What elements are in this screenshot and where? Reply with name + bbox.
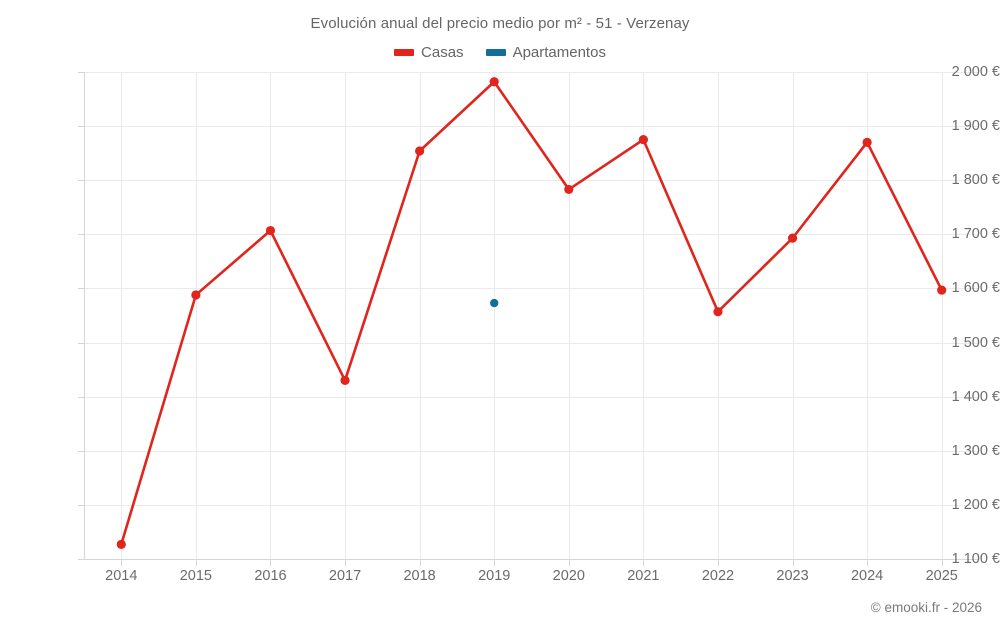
x-axis-tick-mark [345,560,347,566]
data-point-casas-2025[interactable] [937,285,947,295]
gridline-vertical [494,72,496,559]
data-point-casas-2024[interactable] [862,137,872,147]
x-axis-tick-mark [717,560,719,566]
gridline-vertical [941,72,943,559]
data-point-casas-2016[interactable] [265,225,276,236]
y-axis-tick-mark [78,559,84,560]
gridline-vertical [792,72,794,559]
gridline-horizontal [84,450,979,452]
x-axis-tick-mark [494,560,496,566]
footer-credit: © emooki.fr - 2026 [870,600,982,615]
y-axis-tick-mark [78,126,84,128]
data-point-casas-2019[interactable] [489,77,499,87]
gridline-horizontal [84,126,979,128]
legend-item-apartamentos[interactable]: Apartamentos [485,44,606,61]
gridline-horizontal [84,396,979,398]
y-axis-tick-mark [78,342,84,344]
gridline-horizontal [84,72,979,73]
y-axis-tick-label: 1 100 € [951,551,1000,567]
y-axis-tick-label: 1 900 € [951,118,1000,135]
plot-area [84,72,979,560]
data-point-casas-2014[interactable] [116,539,126,549]
y-axis-tick-mark [78,234,84,236]
y-axis-tick-label: 1 500 € [951,334,1000,351]
data-point-casas-2015[interactable] [191,290,201,300]
gridline-vertical [270,72,272,559]
y-axis-tick-mark [78,450,84,452]
x-axis-tick-label: 2015 [179,568,213,584]
x-axis-tick-mark [941,560,943,566]
x-axis-tick-label: 2018 [403,568,436,584]
y-axis-tick-mark [78,396,84,398]
x-axis-tick-mark [643,560,645,566]
gridline-horizontal [84,288,979,290]
x-axis-tick-label: 2022 [701,568,735,584]
legend-swatch-casas [394,49,415,56]
x-axis-tick-mark [792,560,794,566]
gridline-horizontal [84,180,979,182]
y-axis-tick-label: 1 700 € [951,226,1000,243]
data-point-casas-2017[interactable] [340,375,350,386]
y-axis-line [84,72,85,560]
data-point-casas-2022[interactable] [713,307,723,317]
data-point-casas-2023[interactable] [787,233,798,243]
legend-label-casas: Casas [421,44,464,61]
gridline-vertical [568,72,570,559]
series-line-casas [119,80,944,546]
gridline-vertical [121,72,123,559]
x-axis-tick-label: 2024 [850,568,884,584]
gridline-vertical [419,72,421,559]
y-axis-tick-label: 1 600 € [951,280,1000,297]
data-point-apartamentos-2019[interactable] [490,298,499,308]
x-axis-tick-label: 2025 [925,568,958,584]
gridline-horizontal [84,342,979,344]
y-axis-tick-label: 1 200 € [951,496,1000,513]
x-axis-tick-mark [867,560,869,566]
y-axis-tick-label: 1 300 € [951,442,1000,459]
legend-label-apartamentos: Apartamentos [512,44,606,61]
x-axis-tick-mark [568,560,570,566]
data-point-casas-2020[interactable] [564,184,574,195]
legend-swatch-apartamentos [485,49,506,56]
x-axis-tick-label: 2023 [776,568,809,584]
gridline-vertical [345,72,347,559]
y-axis-tick-label: 1 800 € [951,172,1000,189]
gridline-horizontal [84,504,979,506]
x-axis-tick-label: 2021 [627,568,660,584]
x-axis-tick-label: 2017 [328,568,362,584]
x-axis-tick-label: 2016 [254,568,287,584]
gridline-vertical [867,72,869,559]
x-axis-tick-mark [121,560,123,566]
x-axis-tick-label: 2019 [478,568,511,584]
y-axis-tick-label: 2 000 € [951,64,1000,80]
gridline-vertical [195,72,197,559]
y-axis-tick-mark [78,72,84,73]
x-axis-tick-mark [270,560,272,566]
x-axis-line [84,559,979,560]
x-axis-tick-label: 2020 [552,568,585,584]
chart-legend: Casas Apartamentos [0,44,1000,61]
data-point-casas-2018[interactable] [415,146,425,156]
y-axis-tick-mark [78,288,84,290]
x-axis-tick-label: 2014 [105,568,138,584]
chart-title: Evolución anual del precio medio por m² … [310,15,690,32]
y-axis-tick-mark [78,504,84,506]
gridline-vertical [643,72,645,559]
x-axis-tick-mark [419,560,421,566]
x-axis-tick-mark [195,560,197,566]
y-axis-tick-mark [78,180,84,182]
data-point-casas-2021[interactable] [638,135,648,145]
y-axis-tick-label: 1 400 € [951,388,1000,405]
gridline-horizontal [84,234,979,236]
legend-item-casas[interactable]: Casas [394,44,464,61]
